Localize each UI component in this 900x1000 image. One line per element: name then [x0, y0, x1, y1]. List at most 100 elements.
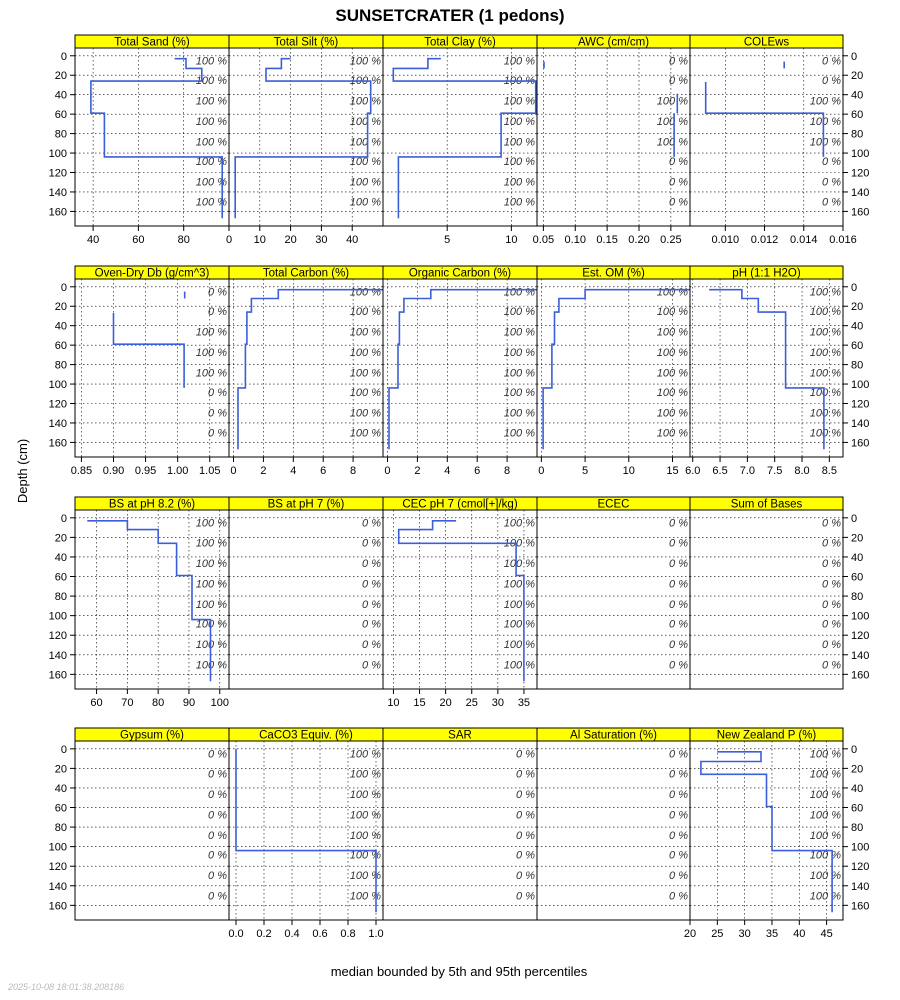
percent-label: 100 %	[810, 116, 841, 128]
percent-label: 100 %	[350, 116, 381, 128]
x-tick-label: 0.10	[565, 234, 586, 246]
percent-label: 0 %	[208, 891, 227, 903]
percent-label: 0 %	[208, 407, 227, 419]
panel-strip-label: pH (1:1 H2O)	[732, 268, 801, 280]
y-tick-label-right: 60	[851, 340, 863, 352]
y-tick-label-right: 160	[851, 900, 869, 912]
x-tick-label: 35	[766, 928, 778, 940]
percent-label: 100 %	[504, 558, 535, 570]
x-tick-label: 20	[684, 928, 696, 940]
percent-label: 100 %	[504, 96, 535, 108]
y-tick-label-right: 120	[851, 861, 869, 873]
x-tick-label: 0	[538, 465, 544, 477]
x-tick-label: 1.00	[167, 465, 188, 477]
x-tick-label: 0.90	[103, 465, 124, 477]
percent-label: 100 %	[810, 136, 841, 148]
percent-label: 0 %	[669, 176, 688, 188]
y-tick-label-left: 80	[55, 129, 67, 141]
y-tick-label-left: 80	[55, 360, 67, 372]
panel-strip-label: BS at pH 7 (%)	[268, 499, 345, 511]
panel-strip-label: ECEC	[598, 499, 630, 511]
y-tick-label-right: 160	[851, 437, 869, 449]
y-tick-label-left: 20	[55, 532, 67, 544]
percent-label: 0 %	[822, 599, 841, 611]
y-tick-label-left: 80	[55, 822, 67, 834]
x-tick-label: 0.2	[256, 928, 271, 940]
percent-label: 100 %	[810, 407, 841, 419]
x-tick-label: 10	[505, 234, 517, 246]
percent-label: 0 %	[362, 537, 381, 549]
percent-label: 100 %	[504, 156, 535, 168]
percent-label: 100 %	[196, 96, 227, 108]
x-tick-label: 40	[793, 928, 805, 940]
panel-strip-label: Total Carbon (%)	[263, 268, 349, 280]
panel-strip-label: Organic Carbon (%)	[409, 268, 511, 280]
y-tick-label-left: 20	[55, 301, 67, 313]
x-tick-label: 10	[623, 465, 635, 477]
percent-label: 100 %	[657, 407, 688, 419]
percent-label: 0 %	[669, 639, 688, 651]
percent-label: 0 %	[516, 830, 535, 842]
panel: Total Clay (%) 100 % 100 % 100 % 100 % 100 % 1…	[382, 34, 538, 246]
y-tick-label-right: 60	[851, 803, 863, 815]
percent-label: 0 %	[822, 558, 841, 570]
percent-label: 100 %	[350, 749, 381, 761]
percent-label: 100 %	[504, 56, 535, 68]
panel-strip-label: Total Silt (%)	[274, 37, 339, 49]
percent-label: 100 %	[504, 347, 535, 359]
x-tick-label: 8.5	[822, 465, 837, 477]
panel-strip-label: BS at pH 8.2 (%)	[109, 499, 195, 511]
percent-label: 100 %	[810, 387, 841, 399]
x-tick-label: 90	[183, 697, 195, 709]
x-tick-label: 25	[711, 928, 723, 940]
percent-label: 100 %	[504, 618, 535, 630]
percent-label: 0 %	[516, 789, 535, 801]
panel-strip-label: Al Saturation (%)	[570, 730, 657, 742]
x-tick-label: 0.012	[751, 234, 779, 246]
percent-label: 100 %	[196, 156, 227, 168]
chart-title: SUNSETCRATER (1 pedons)	[335, 6, 564, 25]
percent-label: 0 %	[822, 518, 841, 530]
percent-label: 100 %	[504, 197, 535, 209]
percent-label: 100 %	[657, 96, 688, 108]
percent-label: 100 %	[504, 367, 535, 379]
percent-label: 100 %	[350, 870, 381, 882]
percent-label: 0 %	[822, 537, 841, 549]
percent-label: 100 %	[504, 578, 535, 590]
panel: Oven-Dry Db (g/cm^3) 0 % 0 % 100 % 100 % 100 …	[49, 265, 230, 477]
panel: New Zealand P (%) 100 % 100 % 100 % 100 % 100…	[684, 727, 869, 940]
percent-label: 0 %	[516, 809, 535, 821]
percent-label: 100 %	[350, 96, 381, 108]
median-profile-line	[709, 288, 825, 450]
percent-label: 0 %	[516, 849, 535, 861]
x-tick-label: 0.25	[660, 234, 681, 246]
x-tick-label: 80	[178, 234, 190, 246]
y-tick-label-right: 0	[851, 513, 857, 525]
y-tick-label-left: 80	[55, 591, 67, 603]
x-tick-label: 0	[230, 465, 236, 477]
y-tick-label-left: 120	[49, 630, 67, 642]
percent-label: 100 %	[350, 306, 381, 318]
y-tick-label-right: 20	[851, 532, 863, 544]
panel-strip-label: Est. OM (%)	[582, 268, 645, 280]
percent-label: 100 %	[504, 407, 535, 419]
panel: CaCO3 Equiv. (%) 100 % 100 % 100 % 100 % 100 …	[228, 727, 384, 940]
y-tick-label-left: 60	[55, 340, 67, 352]
x-tick-label: 1.05	[199, 465, 220, 477]
x-tick-label: 5	[444, 234, 450, 246]
percent-label: 0 %	[516, 870, 535, 882]
percent-label: 100 %	[196, 639, 227, 651]
panel: Gypsum (%) 0 % 0 % 0 % 0 % 0 % 0 % 0 % 0 % 0 20 40 6…	[49, 727, 230, 921]
percent-label: 0 %	[669, 518, 688, 530]
percent-label: 0 %	[669, 156, 688, 168]
percent-label: 100 %	[504, 306, 535, 318]
percent-label: 0 %	[362, 639, 381, 651]
median-profile-segment	[704, 82, 825, 157]
percent-label: 100 %	[350, 891, 381, 903]
percent-label: 0 %	[669, 599, 688, 611]
median-profile-line	[388, 288, 537, 450]
panel-border	[74, 740, 230, 921]
percent-label: 0 %	[208, 809, 227, 821]
percent-label: 100 %	[504, 287, 535, 299]
y-tick-label-right: 20	[851, 301, 863, 313]
